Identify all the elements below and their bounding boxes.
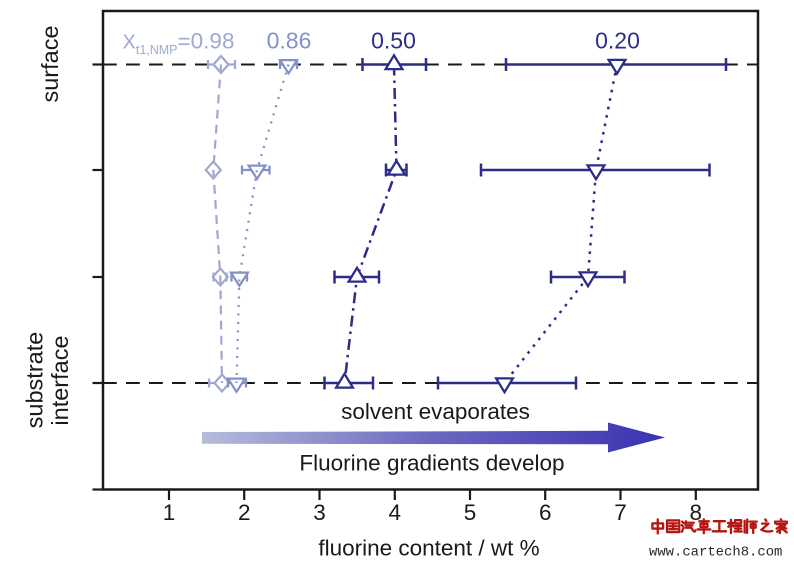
svg-text:3: 3: [313, 500, 326, 525]
svg-text:substrate: substrate: [22, 332, 48, 429]
svg-text:surface: surface: [37, 25, 63, 102]
svg-text:www.cartech8.com: www.cartech8.com: [649, 545, 782, 561]
svg-text:4: 4: [389, 500, 402, 525]
svg-text:8: 8: [690, 500, 703, 525]
svg-text:5: 5: [464, 500, 477, 525]
svg-text:0.50: 0.50: [371, 28, 416, 54]
svg-text:0.86: 0.86: [267, 28, 312, 54]
svg-text:1: 1: [163, 500, 176, 525]
svg-text:solvent evaporates: solvent evaporates: [341, 399, 530, 424]
svg-text:2: 2: [238, 500, 251, 525]
svg-text:fluorine content / wt %: fluorine content / wt %: [318, 536, 539, 561]
svg-text:0.20: 0.20: [595, 28, 640, 54]
svg-text:interface: interface: [47, 335, 73, 425]
svg-text:Xt1,NMP=0.98: Xt1,NMP=0.98: [123, 29, 235, 58]
svg-text:Fluorine gradients develop: Fluorine gradients develop: [299, 451, 564, 476]
svg-text:6: 6: [539, 500, 552, 525]
svg-text:7: 7: [614, 500, 627, 525]
